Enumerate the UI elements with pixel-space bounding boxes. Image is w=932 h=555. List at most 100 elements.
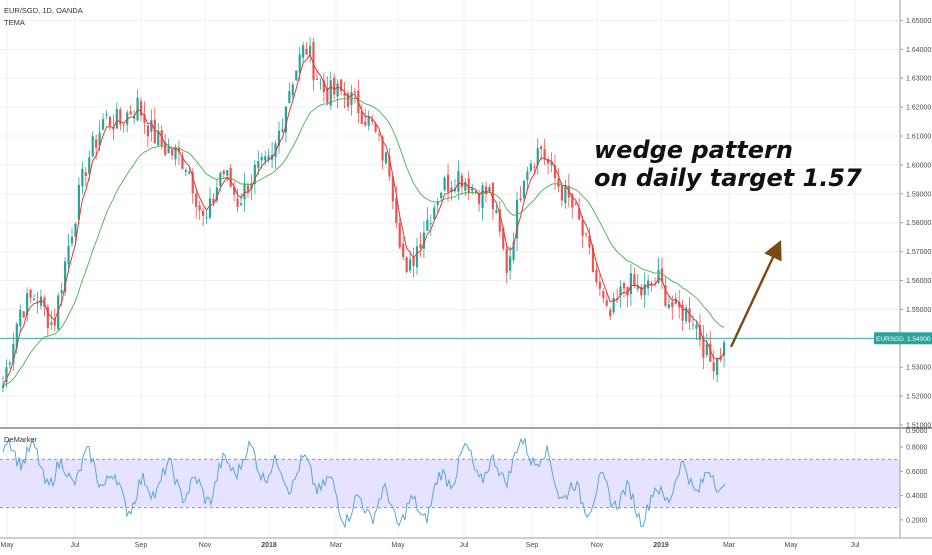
- candle-body: [578, 208, 581, 220]
- candle-body: [1, 385, 5, 389]
- candle-body: [616, 298, 619, 300]
- candle-body: [360, 111, 363, 124]
- candle-body: [36, 301, 39, 303]
- candle-body: [150, 120, 153, 132]
- candle-body: [640, 286, 643, 296]
- candle-body: [384, 152, 388, 164]
- candle-body: [702, 336, 705, 358]
- candle-body: [502, 227, 505, 249]
- candle-body: [515, 199, 519, 239]
- candle-body: [146, 125, 149, 137]
- price-tick-label: 1.61000: [906, 134, 931, 141]
- candle-body: [605, 300, 608, 306]
- candle-body: [291, 84, 294, 96]
- candle-body: [412, 256, 415, 267]
- candle-body: [657, 269, 660, 283]
- time-tick-label: 2018: [261, 542, 277, 549]
- candle-body: [584, 233, 588, 235]
- candle-body: [364, 121, 367, 126]
- candle-body: [433, 207, 436, 220]
- candle-body: [15, 324, 18, 348]
- candle-body: [443, 177, 446, 191]
- candle-body: [57, 295, 60, 330]
- candle-body: [588, 235, 591, 248]
- candle-body: [267, 155, 270, 160]
- candle-body: [326, 87, 329, 103]
- candle-body: [629, 273, 632, 295]
- price-tick-label: 1.59000: [906, 191, 931, 198]
- candle-body: [405, 257, 408, 272]
- candle-body: [22, 311, 25, 318]
- price-tag-value-background: [906, 332, 932, 345]
- candle-body: [371, 119, 374, 122]
- time-tick-label: Sep: [135, 542, 148, 549]
- candle-body: [288, 91, 291, 104]
- candle-body: [91, 136, 94, 157]
- candle-body: [395, 198, 398, 224]
- candle-body: [84, 172, 87, 176]
- oscillator-label: DeMarker: [4, 435, 37, 444]
- candle-body: [70, 236, 74, 244]
- candle-body: [495, 210, 498, 213]
- candle-body: [574, 203, 577, 205]
- price-tick-label: 1.55000: [906, 307, 931, 314]
- candle-body: [467, 178, 470, 194]
- candle-body: [595, 269, 598, 283]
- candle-body: [336, 83, 339, 97]
- candle-body: [329, 80, 332, 106]
- candle-body: [498, 209, 501, 232]
- candle-body: [398, 222, 401, 248]
- candle-body: [26, 293, 29, 316]
- price-tag-value: 1.54000: [907, 336, 931, 343]
- price-tick-label: 1.64000: [906, 47, 931, 54]
- candle-body: [698, 324, 701, 340]
- candle-body: [560, 185, 563, 201]
- candle-body: [88, 157, 91, 174]
- candle-body: [484, 186, 488, 195]
- candle-body: [302, 45, 305, 58]
- osc-tick-label: 0.6000: [906, 469, 928, 476]
- candle-body: [215, 187, 218, 201]
- candle-body: [671, 302, 674, 308]
- candle-body: [64, 261, 67, 293]
- candle-body: [612, 297, 615, 313]
- price-tag-symbol: EURSGD: [876, 336, 904, 343]
- candle-body: [19, 309, 22, 327]
- candle-body: [709, 343, 712, 362]
- candle-body: [436, 201, 439, 206]
- candle-body: [53, 318, 56, 326]
- candle-body: [298, 54, 301, 73]
- candle-body: [260, 157, 263, 161]
- candle-body: [46, 306, 49, 329]
- candle-body: [695, 324, 698, 329]
- candle-body: [81, 168, 84, 187]
- price-tick-label: 1.58000: [906, 220, 931, 227]
- candle-body: [446, 174, 450, 192]
- price-tick-label: 1.57000: [906, 249, 931, 256]
- candle-body: [481, 185, 484, 209]
- grid-layer: [0, 0, 900, 538]
- candle-body: [195, 193, 198, 207]
- candle-body: [95, 139, 98, 148]
- candle-body: [29, 289, 32, 298]
- candle-body: [664, 285, 667, 306]
- osc-tick-label: 0.8000: [906, 445, 928, 452]
- candle-body: [305, 48, 308, 55]
- candle-body: [112, 127, 115, 130]
- time-tick-label: Nov: [199, 542, 212, 549]
- candle-body: [250, 183, 253, 190]
- candle-body: [550, 161, 553, 166]
- candle-body: [239, 203, 243, 206]
- candle-body: [691, 324, 695, 326]
- candle-body: [460, 175, 463, 188]
- candle-body: [429, 223, 432, 225]
- price-tick-label: 1.51000: [906, 423, 931, 430]
- candle-body: [557, 178, 560, 187]
- price-tick-label: 1.60000: [906, 162, 931, 169]
- candle-body: [540, 146, 543, 150]
- candle-body: [685, 307, 688, 322]
- candle-body: [705, 343, 708, 355]
- candle-body: [374, 123, 377, 132]
- time-tick-label: May: [0, 542, 14, 549]
